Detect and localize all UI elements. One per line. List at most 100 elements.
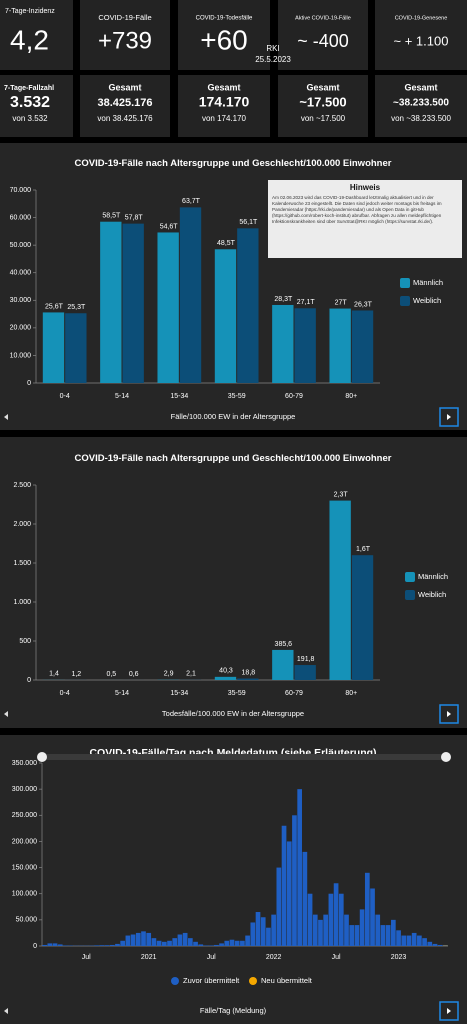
bar: [417, 935, 422, 946]
legend-swatch: [405, 572, 415, 582]
total-label: Gesamt: [306, 82, 339, 92]
bar: [47, 943, 53, 946]
bar: [125, 935, 131, 946]
legend-swatch: [249, 977, 257, 985]
value-label: 25,3T: [67, 304, 86, 311]
y-tick-label: 0: [33, 943, 37, 950]
bar: [338, 893, 344, 946]
legend-swatch: [405, 590, 415, 600]
bar: [57, 944, 63, 946]
bar: [42, 944, 47, 946]
bar: [156, 940, 162, 946]
nav-arrow[interactable]: [447, 414, 451, 420]
chart-title-text: COVID-19-Fälle nach Altersgruppe und Ges…: [75, 158, 392, 169]
bar: [63, 945, 68, 946]
bar: [380, 925, 386, 946]
nav-button[interactable]: [439, 704, 459, 724]
bar: [188, 938, 193, 946]
bar: [135, 932, 141, 946]
value-label: 25,6T: [45, 303, 64, 310]
total-label: Gesamt: [404, 82, 437, 92]
value-label: 40,3: [219, 668, 233, 675]
value-label: 48,5T: [217, 240, 236, 247]
y-tick-label: 1.000: [13, 599, 31, 606]
nav-arrow[interactable]: [447, 1008, 451, 1014]
value-label: 1,4: [49, 671, 59, 678]
bar: [318, 919, 323, 946]
bar: [351, 555, 374, 680]
bar: [193, 941, 198, 946]
value-label: 54,6T: [160, 223, 179, 230]
slider-handle[interactable]: [441, 752, 451, 762]
total-sub: von 3.532: [12, 114, 48, 123]
bar: [177, 934, 183, 946]
y-tick-label: 70.000: [10, 187, 32, 194]
scroll-left[interactable]: [4, 711, 8, 717]
value-label: 385,6: [275, 641, 293, 648]
scroll-left[interactable]: [4, 414, 8, 420]
legend-label: Weiblich: [413, 296, 441, 305]
kpi-tile: [278, 0, 368, 70]
y-tick-label: 2.500: [13, 482, 31, 489]
value-label: 2,1: [186, 671, 196, 678]
bar: [329, 308, 351, 383]
y-tick-label: 50.000: [10, 242, 32, 249]
bar: [161, 941, 167, 946]
bar: [329, 500, 351, 680]
bar: [260, 917, 266, 946]
nav-arrow[interactable]: [447, 711, 451, 717]
kpi-value: ~ -400: [297, 31, 349, 51]
y-tick-label: 300.000: [12, 786, 37, 793]
legend-label: Männlich: [413, 278, 443, 287]
legend-label: Männlich: [418, 572, 448, 581]
slider-handle[interactable]: [37, 752, 47, 762]
source-name: RKI: [266, 44, 279, 53]
bar: [100, 221, 122, 383]
bar: [198, 944, 204, 946]
bar: [354, 925, 360, 946]
total-value: ~17.500: [299, 94, 346, 109]
bar: [182, 932, 188, 946]
bar: [401, 935, 407, 946]
bar: [94, 945, 99, 946]
kpi-value: +739: [98, 27, 152, 54]
scroll-left[interactable]: [4, 1008, 8, 1014]
bar: [120, 940, 126, 946]
total-value: ~38.233.500: [393, 98, 449, 109]
bar: [266, 927, 271, 946]
bar: [255, 912, 261, 946]
bar: [250, 922, 256, 946]
value-label: 1,2: [71, 671, 81, 678]
x-tick-label: Jul: [332, 954, 341, 961]
bar: [42, 312, 65, 383]
y-tick-label: 0: [27, 677, 31, 684]
x-tick-label: 80+: [345, 690, 357, 697]
nav-button[interactable]: [439, 407, 459, 427]
value-label: 191,8: [297, 656, 315, 663]
bar: [172, 938, 178, 946]
value-label: 2,9: [164, 671, 174, 678]
nav-button[interactable]: [439, 1001, 459, 1021]
y-tick-label: 60.000: [10, 214, 32, 221]
value-label: 0,6: [129, 671, 139, 678]
y-tick-label: 500: [19, 638, 31, 645]
bar: [65, 313, 87, 383]
y-tick-label: 1.500: [13, 560, 31, 567]
bar: [151, 938, 157, 946]
bar: [286, 841, 292, 946]
y-tick-label: 100.000: [12, 891, 37, 898]
bar: [272, 649, 294, 680]
total-label: Gesamt: [108, 82, 141, 92]
range-slider[interactable]: [42, 754, 448, 760]
bar: [396, 930, 401, 946]
y-tick-label: 10.000: [10, 352, 32, 359]
bar: [294, 308, 316, 383]
total-sub: von ~38.233.500: [391, 114, 451, 123]
bar: [109, 944, 115, 946]
bar: [214, 944, 219, 946]
x-tick-label: 60-79: [285, 393, 303, 400]
total-label: Gesamt: [207, 82, 240, 92]
value-label: 26,3T: [354, 301, 373, 308]
